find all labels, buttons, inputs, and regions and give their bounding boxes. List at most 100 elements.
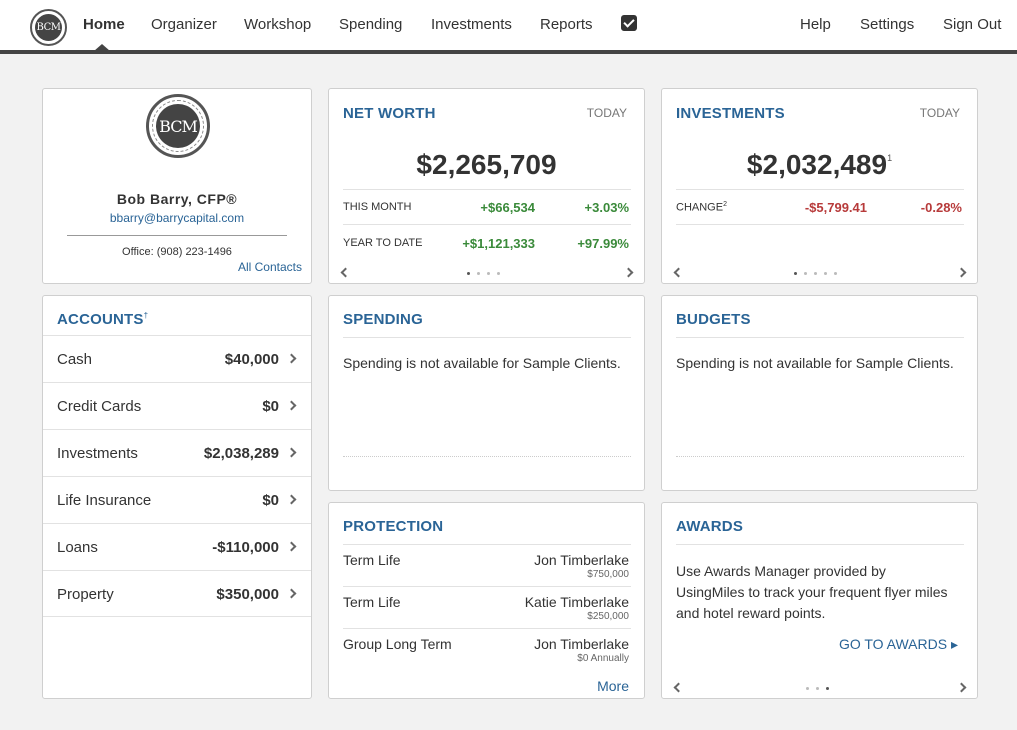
prev-arrow-icon[interactable] xyxy=(673,267,684,278)
protection-more-link[interactable]: More xyxy=(597,678,629,694)
account-amount: $350,000 xyxy=(216,586,279,603)
account-label: Cash xyxy=(57,351,93,368)
advisor-logo: BCM xyxy=(146,94,210,158)
net-worth-title[interactable]: NET WORTH xyxy=(343,105,436,122)
next-arrow-icon[interactable] xyxy=(956,682,967,693)
net-worth-card: NET WORTH TODAY $2,265,709 THIS MONTH +$… xyxy=(328,88,645,284)
nav-help[interactable]: Help xyxy=(800,16,831,33)
prev-arrow-icon[interactable] xyxy=(673,682,684,693)
chevron-right-icon xyxy=(286,400,297,411)
nav-home[interactable]: Home xyxy=(83,16,125,33)
prev-arrow-icon[interactable] xyxy=(340,267,351,278)
account-label: Loans xyxy=(57,539,98,556)
awards-title[interactable]: AWARDS xyxy=(676,518,744,535)
office-label: Office: xyxy=(122,246,154,258)
account-label: Investments xyxy=(57,445,138,462)
next-arrow-icon[interactable] xyxy=(956,267,967,278)
protection-card: PROTECTION Term Life Jon Timberlake $750,0… xyxy=(328,502,645,699)
spending-message: Spending is not available for Sample Cli… xyxy=(343,355,621,371)
divider xyxy=(343,456,631,457)
divider xyxy=(676,544,964,545)
checkbox-icon[interactable] xyxy=(621,15,637,31)
investments-card: INVESTMENTS TODAY $2,032,4891 CHANGE2 -$… xyxy=(661,88,978,284)
nav-spending[interactable]: Spending xyxy=(339,16,403,33)
nav-sign-out[interactable]: Sign Out xyxy=(943,16,1002,33)
ytd-percent: +97.99% xyxy=(577,236,629,251)
chevron-right-icon xyxy=(286,494,297,505)
account-amount: $2,038,289 xyxy=(203,445,279,462)
divider xyxy=(343,586,631,587)
divider xyxy=(67,235,287,236)
divider xyxy=(343,189,631,190)
footnote-2: 2 xyxy=(723,201,727,208)
all-contacts-link[interactable]: All Contacts xyxy=(237,260,302,274)
account-row-investments[interactable]: Investments $2,038,289 xyxy=(43,429,311,476)
carousel-dots xyxy=(467,272,500,275)
footnote-1: 1 xyxy=(887,153,893,163)
protection-row[interactable]: Term Life Jon Timberlake $750,000 xyxy=(343,552,629,594)
insured-name: Katie Timberlake xyxy=(524,594,629,610)
advisor-logo-text: BCM xyxy=(156,104,200,148)
account-label: Property xyxy=(57,586,114,603)
advisor-card: BCM Bob Barry, CFP® bbarry@barrycapital.… xyxy=(42,88,312,284)
net-worth-value: $2,265,709 xyxy=(416,149,557,180)
account-label: Life Insurance xyxy=(57,492,152,509)
accounts-card: ACCOUNTS† Cash $40,000 Credit Cards $0 Inv… xyxy=(42,295,312,699)
accounts-title-text: ACCOUNTS xyxy=(57,311,144,328)
go-to-awards-link[interactable]: GO TO AWARDS ▸ xyxy=(838,636,958,652)
protection-row[interactable]: Term Life Katie Timberlake $250,000 xyxy=(343,594,629,636)
awards-description: Use Awards Manager provided by UsingMile… xyxy=(676,561,948,624)
change-amount: -$5,799.41 xyxy=(804,200,867,215)
nav-organizer[interactable]: Organizer xyxy=(151,16,217,33)
divider xyxy=(676,337,964,338)
this-month-percent: +3.03% xyxy=(584,200,629,215)
top-nav-bar: BCM Home Organizer Workshop Spending Inv… xyxy=(0,0,1017,54)
policy-type: Group Long Term xyxy=(343,636,452,652)
policy-amount: $0 Annually xyxy=(577,653,629,664)
advisor-email-link[interactable]: bbarry@barrycapital.com xyxy=(109,211,245,225)
spending-title[interactable]: SPENDING xyxy=(343,311,423,328)
insured-name: Jon Timberlake xyxy=(534,636,629,652)
nav-reports[interactable]: Reports xyxy=(540,16,593,33)
budgets-title[interactable]: BUDGETS xyxy=(676,311,751,328)
policy-amount: $250,000 xyxy=(587,611,629,622)
account-row-life-insurance[interactable]: Life Insurance $0 xyxy=(43,476,311,523)
budgets-card: BUDGETS Spending is not available for Sa… xyxy=(661,295,978,491)
carousel-dots xyxy=(794,272,837,275)
chevron-right-icon xyxy=(286,353,297,364)
awards-text-line: Use Awards Manager provided by xyxy=(676,563,886,579)
office-number: (908) 223-1496 xyxy=(156,246,232,258)
chevron-right-icon xyxy=(286,447,297,458)
spending-card: SPENDING Spending is not available for S… xyxy=(328,295,645,491)
protection-row[interactable]: Group Long Term Jon Timberlake $0 Annually xyxy=(343,636,629,678)
change-label: CHANGE2 xyxy=(676,201,727,214)
investments-value: $2,032,4891 xyxy=(662,149,977,181)
investments-title[interactable]: INVESTMENTS xyxy=(676,105,785,122)
active-tab-caret-icon xyxy=(94,44,110,51)
divider xyxy=(343,628,631,629)
protection-title[interactable]: PROTECTION xyxy=(343,518,444,535)
chevron-right-icon xyxy=(286,541,297,552)
divider xyxy=(676,224,964,225)
nav-workshop[interactable]: Workshop xyxy=(244,16,312,33)
accounts-title[interactable]: ACCOUNTS† xyxy=(57,311,148,328)
policy-type: Term Life xyxy=(343,552,401,568)
account-row-property[interactable]: Property $350,000 xyxy=(43,570,311,617)
account-label: Credit Cards xyxy=(57,398,142,415)
policy-amount: $750,000 xyxy=(587,569,629,580)
investments-when: TODAY xyxy=(919,106,960,120)
nav-investments[interactable]: Investments xyxy=(431,16,512,33)
change-label-text: CHANGE xyxy=(676,201,724,214)
this-month-label: THIS MONTH xyxy=(343,201,412,213)
account-amount: $0 xyxy=(262,398,279,415)
next-arrow-icon[interactable] xyxy=(623,267,634,278)
account-row-cash[interactable]: Cash $40,000 xyxy=(43,335,311,382)
bcm-logo[interactable]: BCM xyxy=(30,9,67,46)
account-amount: -$110,000 xyxy=(212,539,279,556)
ytd-amount: +$1,121,333 xyxy=(462,236,535,251)
accounts-footnote: † xyxy=(143,311,149,320)
account-row-loans[interactable]: Loans -$110,000 xyxy=(43,523,311,570)
nav-settings[interactable]: Settings xyxy=(860,16,915,33)
account-row-credit-cards[interactable]: Credit Cards $0 xyxy=(43,382,311,429)
awards-text-line: and hotel reward points. xyxy=(676,605,826,621)
